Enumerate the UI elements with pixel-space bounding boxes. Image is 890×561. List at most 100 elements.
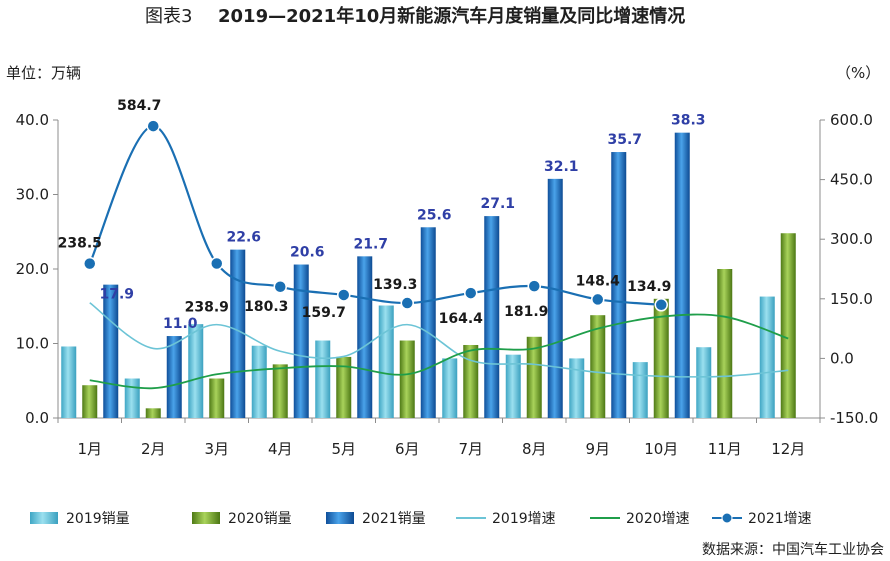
- legend-label-2021销量: 2021销量: [362, 511, 426, 527]
- bar-2019销量: [632, 362, 648, 418]
- point-2021增速: [654, 298, 668, 312]
- x-axis-tick-label: 7月: [458, 440, 483, 458]
- data-label-2021销量: 27.1: [480, 196, 515, 212]
- x-axis-tick-label: 6月: [395, 440, 420, 458]
- x-axis-tick-label: 8月: [522, 440, 547, 458]
- legend-label-2019增速: 2019增速: [492, 511, 556, 527]
- point-2021增速: [400, 296, 414, 310]
- x-axis-tick-label: 4月: [268, 440, 293, 458]
- point-2021增速: [210, 256, 224, 271]
- bar-2021销量: [484, 216, 500, 418]
- bar-2020销量: [82, 385, 98, 418]
- bar-2020销量: [780, 233, 796, 418]
- data-label-2021销量: 17.9: [99, 287, 134, 303]
- data-label-2021增速: 180.3: [244, 299, 288, 315]
- left-axis-tick-label: 10.0: [16, 335, 49, 353]
- bar-2019销量: [315, 340, 331, 418]
- data-label-2021增速: 181.9: [504, 304, 548, 320]
- bar-2020销量: [399, 340, 415, 418]
- legend-label-2020销量: 2020销量: [228, 511, 292, 527]
- data-label-2021增速: 134.9: [627, 279, 671, 295]
- bar-2019销量: [696, 347, 712, 418]
- x-axis-tick-label: 3月: [204, 440, 229, 458]
- data-label-2021销量: 21.7: [353, 236, 388, 252]
- bar-2021销量: [103, 284, 119, 418]
- bar-2019销量: [61, 346, 77, 418]
- line-2019增速: [89, 302, 789, 378]
- legend-swatch-2021销量: [326, 512, 354, 524]
- bar-2021销量: [166, 336, 182, 418]
- left-axis-unit: 单位：万辆: [6, 64, 81, 82]
- bar-2019销量: [505, 354, 521, 418]
- point-2021增速: [591, 292, 605, 307]
- bar-2021销量: [547, 178, 563, 418]
- plot-area: 0.0 10.0 20.0 30.0 40.0 -150.0 0.0 150.0 300.0 45…: [16, 98, 879, 458]
- data-label-2021销量: 38.3: [671, 113, 706, 129]
- x-axis-tick-label: 11月: [708, 440, 742, 458]
- bar-2019销量: [251, 345, 267, 418]
- line-2020增速: [89, 313, 789, 390]
- bar-2019销量: [759, 296, 775, 418]
- bar-2019销量: [188, 324, 204, 418]
- x-axis-tick-label: 9月: [585, 440, 610, 458]
- bar-2019销量: [569, 358, 585, 418]
- left-axis-tick-label: 30.0: [16, 186, 49, 204]
- bar-2020销量: [336, 356, 352, 418]
- legend-label-2020增速: 2020增速: [626, 511, 690, 527]
- data-label-2021增速: 238.5: [58, 236, 102, 252]
- bar-2020销量: [590, 315, 606, 418]
- point-2021增速: [83, 256, 97, 271]
- legend-swatch-2019销量: [30, 512, 58, 524]
- legend-label-2019销量: 2019销量: [66, 511, 130, 527]
- data-label-2021销量: 11.0: [163, 316, 198, 332]
- bar-2020销量: [209, 378, 225, 418]
- bar-2021销量: [674, 132, 690, 419]
- point-2021增速: [273, 280, 287, 294]
- data-label-2021销量: 22.6: [226, 230, 261, 246]
- data-label-2021增速: 139.3: [373, 277, 417, 293]
- bar-2020销量: [526, 336, 542, 418]
- data-label-2021销量: 32.1: [544, 159, 579, 175]
- bar-2019销量: [124, 378, 140, 418]
- bar-2020销量: [717, 269, 733, 418]
- x-axis-tick-label: 1月: [77, 440, 102, 458]
- right-axis-tick-label: -150.0: [830, 409, 878, 427]
- data-label-2021增速: 584.7: [117, 98, 161, 114]
- point-2021增速: [146, 119, 160, 133]
- point-2021增速: [337, 288, 351, 302]
- data-label-2021增速: 148.4: [576, 273, 621, 289]
- left-axis-tick-label: 20.0: [16, 260, 49, 278]
- bar-2021销量: [611, 152, 627, 418]
- data-label-2021增速: 159.7: [302, 305, 346, 321]
- point-2021增速: [464, 286, 478, 300]
- chart-title: 2019—2021年10月新能源汽车月度销量及同比增速情况: [218, 5, 685, 27]
- right-axis-tick-label: 450.0: [830, 171, 873, 189]
- bar-2021销量: [293, 264, 309, 418]
- right-axis-tick-label: 0.0: [830, 349, 854, 367]
- bar-2021销量: [420, 227, 436, 418]
- data-label-2021销量: 20.6: [290, 245, 325, 261]
- legend: 2019销量 2020销量 2021销量 2019增速 2020增速 2021增速: [30, 511, 812, 527]
- left-axis-tick-label: 0.0: [25, 409, 49, 427]
- right-axis-tick-label: 600.0: [830, 111, 873, 129]
- chart-title-prefix: 图表3: [145, 6, 192, 27]
- right-axis-tick-label: 300.0: [830, 230, 873, 248]
- x-axis-tick-label: 12月: [771, 440, 805, 458]
- legend-swatch-2020销量: [192, 512, 220, 524]
- bar-2019销量: [378, 305, 394, 418]
- bar-2021销量: [230, 249, 246, 418]
- x-axis-tick-label: 10月: [644, 440, 678, 458]
- left-axis-tick-label: 40.0: [16, 111, 49, 129]
- bar-2020销量: [272, 364, 288, 418]
- data-source: 数据来源：中国汽车工业协会: [702, 541, 884, 558]
- data-label-2021销量: 35.7: [607, 132, 642, 148]
- data-label-2021销量: 25.6: [417, 207, 452, 223]
- legend-label-2021增速: 2021增速: [748, 511, 812, 527]
- legend-marker-2021增速: [721, 512, 733, 524]
- bar-2019销量: [442, 358, 458, 418]
- right-axis-unit: （%）: [836, 64, 880, 82]
- bar-2020销量: [463, 344, 479, 418]
- bar-2020销量: [653, 298, 669, 418]
